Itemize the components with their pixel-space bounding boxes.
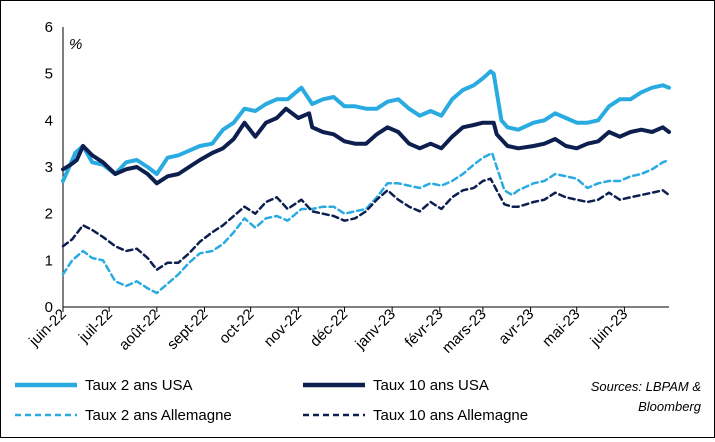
source-note-line: Bloomberg xyxy=(638,399,702,414)
x-tick-marks xyxy=(62,307,625,312)
x-tick-label: janv-23 xyxy=(351,306,399,354)
unit-label: % xyxy=(69,36,82,53)
x-tick-labels: juin-22 juil-22 août-22 sept-22 oct-22 nov-22… xyxy=(25,306,631,357)
x-tick-label: avr-23 xyxy=(495,306,537,348)
series-line-3 xyxy=(61,151,671,295)
legend-label: Taux 2 ans USA xyxy=(85,377,193,394)
series-line-2 xyxy=(61,106,671,186)
y-tick-label: 6 xyxy=(45,19,53,36)
series-lines xyxy=(61,69,671,295)
y-tick-label: 5 xyxy=(45,66,53,83)
x-tick-label: oct-22 xyxy=(216,306,258,348)
legend-label: Taux 2 ans Allemagne xyxy=(85,407,232,424)
y-tick-label: 4 xyxy=(45,112,53,129)
y-tick-label: 2 xyxy=(45,206,53,223)
x-tick-label: nov-22 xyxy=(261,306,305,350)
legend: Taux 2 ans USA Taux 10 ans USA Taux 2 ans … xyxy=(15,377,528,424)
y-tick-labels: 0 1 2 3 4 5 6 xyxy=(45,19,53,316)
series-line-4 xyxy=(61,177,671,271)
x-tick-label: juil-22 xyxy=(75,306,116,347)
x-tick-label: juin-23 xyxy=(587,306,632,351)
x-tick-label: août-22 xyxy=(116,306,164,354)
x-tick-label: mars-23 xyxy=(439,306,490,357)
series-line-1 xyxy=(61,69,671,183)
y-tick-label: 3 xyxy=(45,159,53,176)
x-tick-label: mai-23 xyxy=(539,306,583,350)
x-tick-label: sept-22 xyxy=(164,306,211,353)
legend-label: Taux 10 ans USA xyxy=(373,377,489,394)
y-tick-label: 1 xyxy=(45,252,53,269)
source-note: Sources: LBPAM & Bloomberg xyxy=(591,379,702,414)
x-tick-label: déc-22 xyxy=(307,306,351,350)
y-tick-label: 0 xyxy=(45,299,53,316)
legend-label: Taux 10 ans Allemagne xyxy=(373,407,528,424)
source-note-line: Sources: LBPAM & xyxy=(591,379,701,394)
